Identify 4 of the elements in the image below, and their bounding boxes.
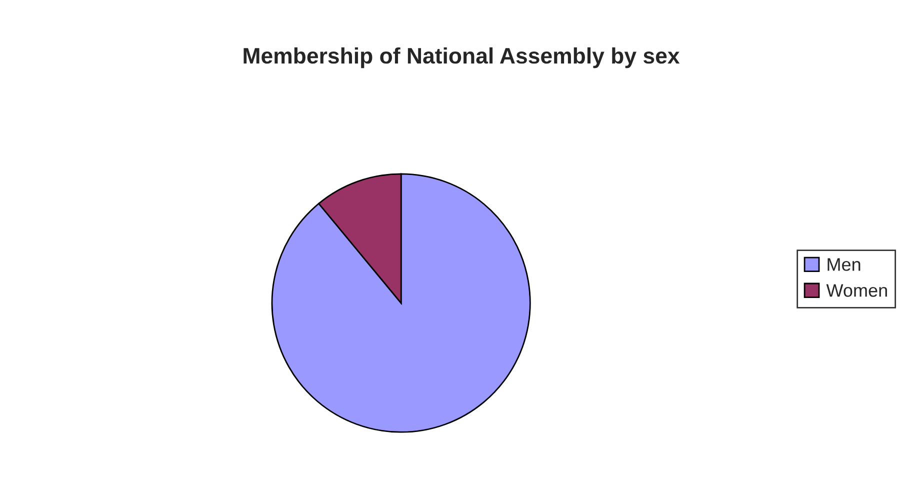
pie-slice [271, 173, 531, 433]
legend-label: Men [828, 258, 860, 271]
chart-title: Membership of National Assembly by sex [244, 47, 680, 68]
legend-label: Women [826, 284, 887, 297]
